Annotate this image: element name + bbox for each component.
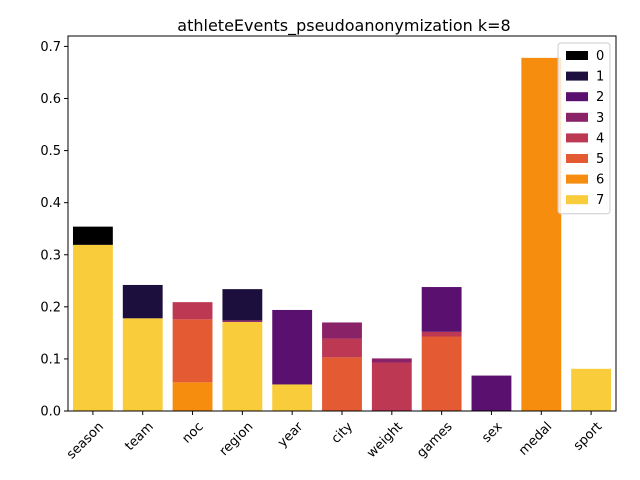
y-tick-label: 0.7 — [40, 40, 61, 55]
y-tick-label: 0.4 — [40, 196, 61, 211]
legend-label-1: 1 — [596, 70, 604, 85]
bar-games-series-4 — [421, 331, 462, 337]
bar-city-series-4 — [322, 338, 362, 358]
bar-season-series-7 — [72, 244, 113, 411]
x-tick-label-city: city — [329, 419, 356, 446]
legend-swatch-6 — [566, 174, 588, 184]
x-tick-label-games: games — [414, 419, 456, 461]
y-tick-label: 0.1 — [40, 352, 61, 367]
legend-box — [557, 42, 611, 215]
legend-swatch-3 — [566, 112, 588, 122]
bar-weight-series-3 — [371, 358, 412, 363]
x-tick-label-team: team — [122, 419, 156, 453]
bar-team-series-1 — [122, 284, 163, 319]
legend-swatch-5 — [566, 154, 588, 163]
bar-weight-series-4 — [371, 362, 412, 411]
bar-noc-series-6 — [172, 382, 213, 411]
legend: 0 1 2 3 4 5 6 7 — [557, 42, 611, 215]
legend-label-2: 2 — [596, 90, 604, 105]
legend-label-6: 6 — [596, 173, 604, 188]
x-tick-label-medal: medal — [516, 419, 555, 458]
legend-label-3: 3 — [596, 111, 604, 126]
x-tick-label-sport: sport — [571, 419, 605, 453]
bar-region-series-7 — [222, 321, 263, 411]
chart-title: athleteEvents_pseudoanonymization k=8 — [177, 16, 510, 36]
legend-swatch-7 — [566, 195, 588, 205]
x-tick-label-noc: noc — [179, 419, 206, 446]
bar-noc-series-5 — [172, 319, 213, 383]
bar-sport-series-7 — [571, 368, 612, 411]
y-tick-label: 0.6 — [40, 92, 61, 107]
x-tick-label-year: year — [275, 419, 307, 451]
legend-label-5: 5 — [596, 152, 604, 167]
bar-region-series-1 — [222, 289, 263, 321]
bar-sex-series-2 — [471, 375, 512, 411]
y-tick-label: 0.3 — [40, 248, 61, 263]
x-tick-label-season: season — [64, 419, 107, 462]
bar-year-series-7 — [272, 384, 313, 411]
legend-swatch-1 — [566, 71, 588, 81]
bar-games-series-5 — [421, 336, 462, 411]
legend-swatch-0 — [566, 51, 588, 60]
bar-team-series-7 — [122, 318, 163, 411]
bar-year-series-2 — [272, 309, 313, 385]
bars-layer — [72, 57, 612, 412]
bar-games-series-2 — [421, 287, 462, 332]
y-tick-label: 0.0 — [40, 405, 61, 420]
x-tick-label-region: region — [217, 419, 257, 459]
bar-season-series-0 — [72, 226, 113, 245]
legend-swatch-2 — [566, 92, 588, 102]
bar-city-series-5 — [322, 357, 362, 411]
x-tick-label-weight: weight — [364, 419, 406, 461]
bar-medal-series-6 — [521, 57, 562, 412]
y-tick-label: 0.5 — [40, 144, 61, 159]
legend-swatch-4 — [566, 133, 588, 143]
legend-label-0: 0 — [596, 49, 604, 64]
bar-city-series-3 — [322, 322, 362, 339]
bar-noc-series-4 — [172, 302, 213, 320]
legend-label-4: 4 — [596, 131, 604, 146]
legend-label-7: 7 — [596, 193, 604, 208]
y-tick-label: 0.2 — [40, 300, 61, 315]
x-tick-label-sex: sex — [479, 419, 506, 446]
bar-region-series-3 — [222, 320, 263, 322]
